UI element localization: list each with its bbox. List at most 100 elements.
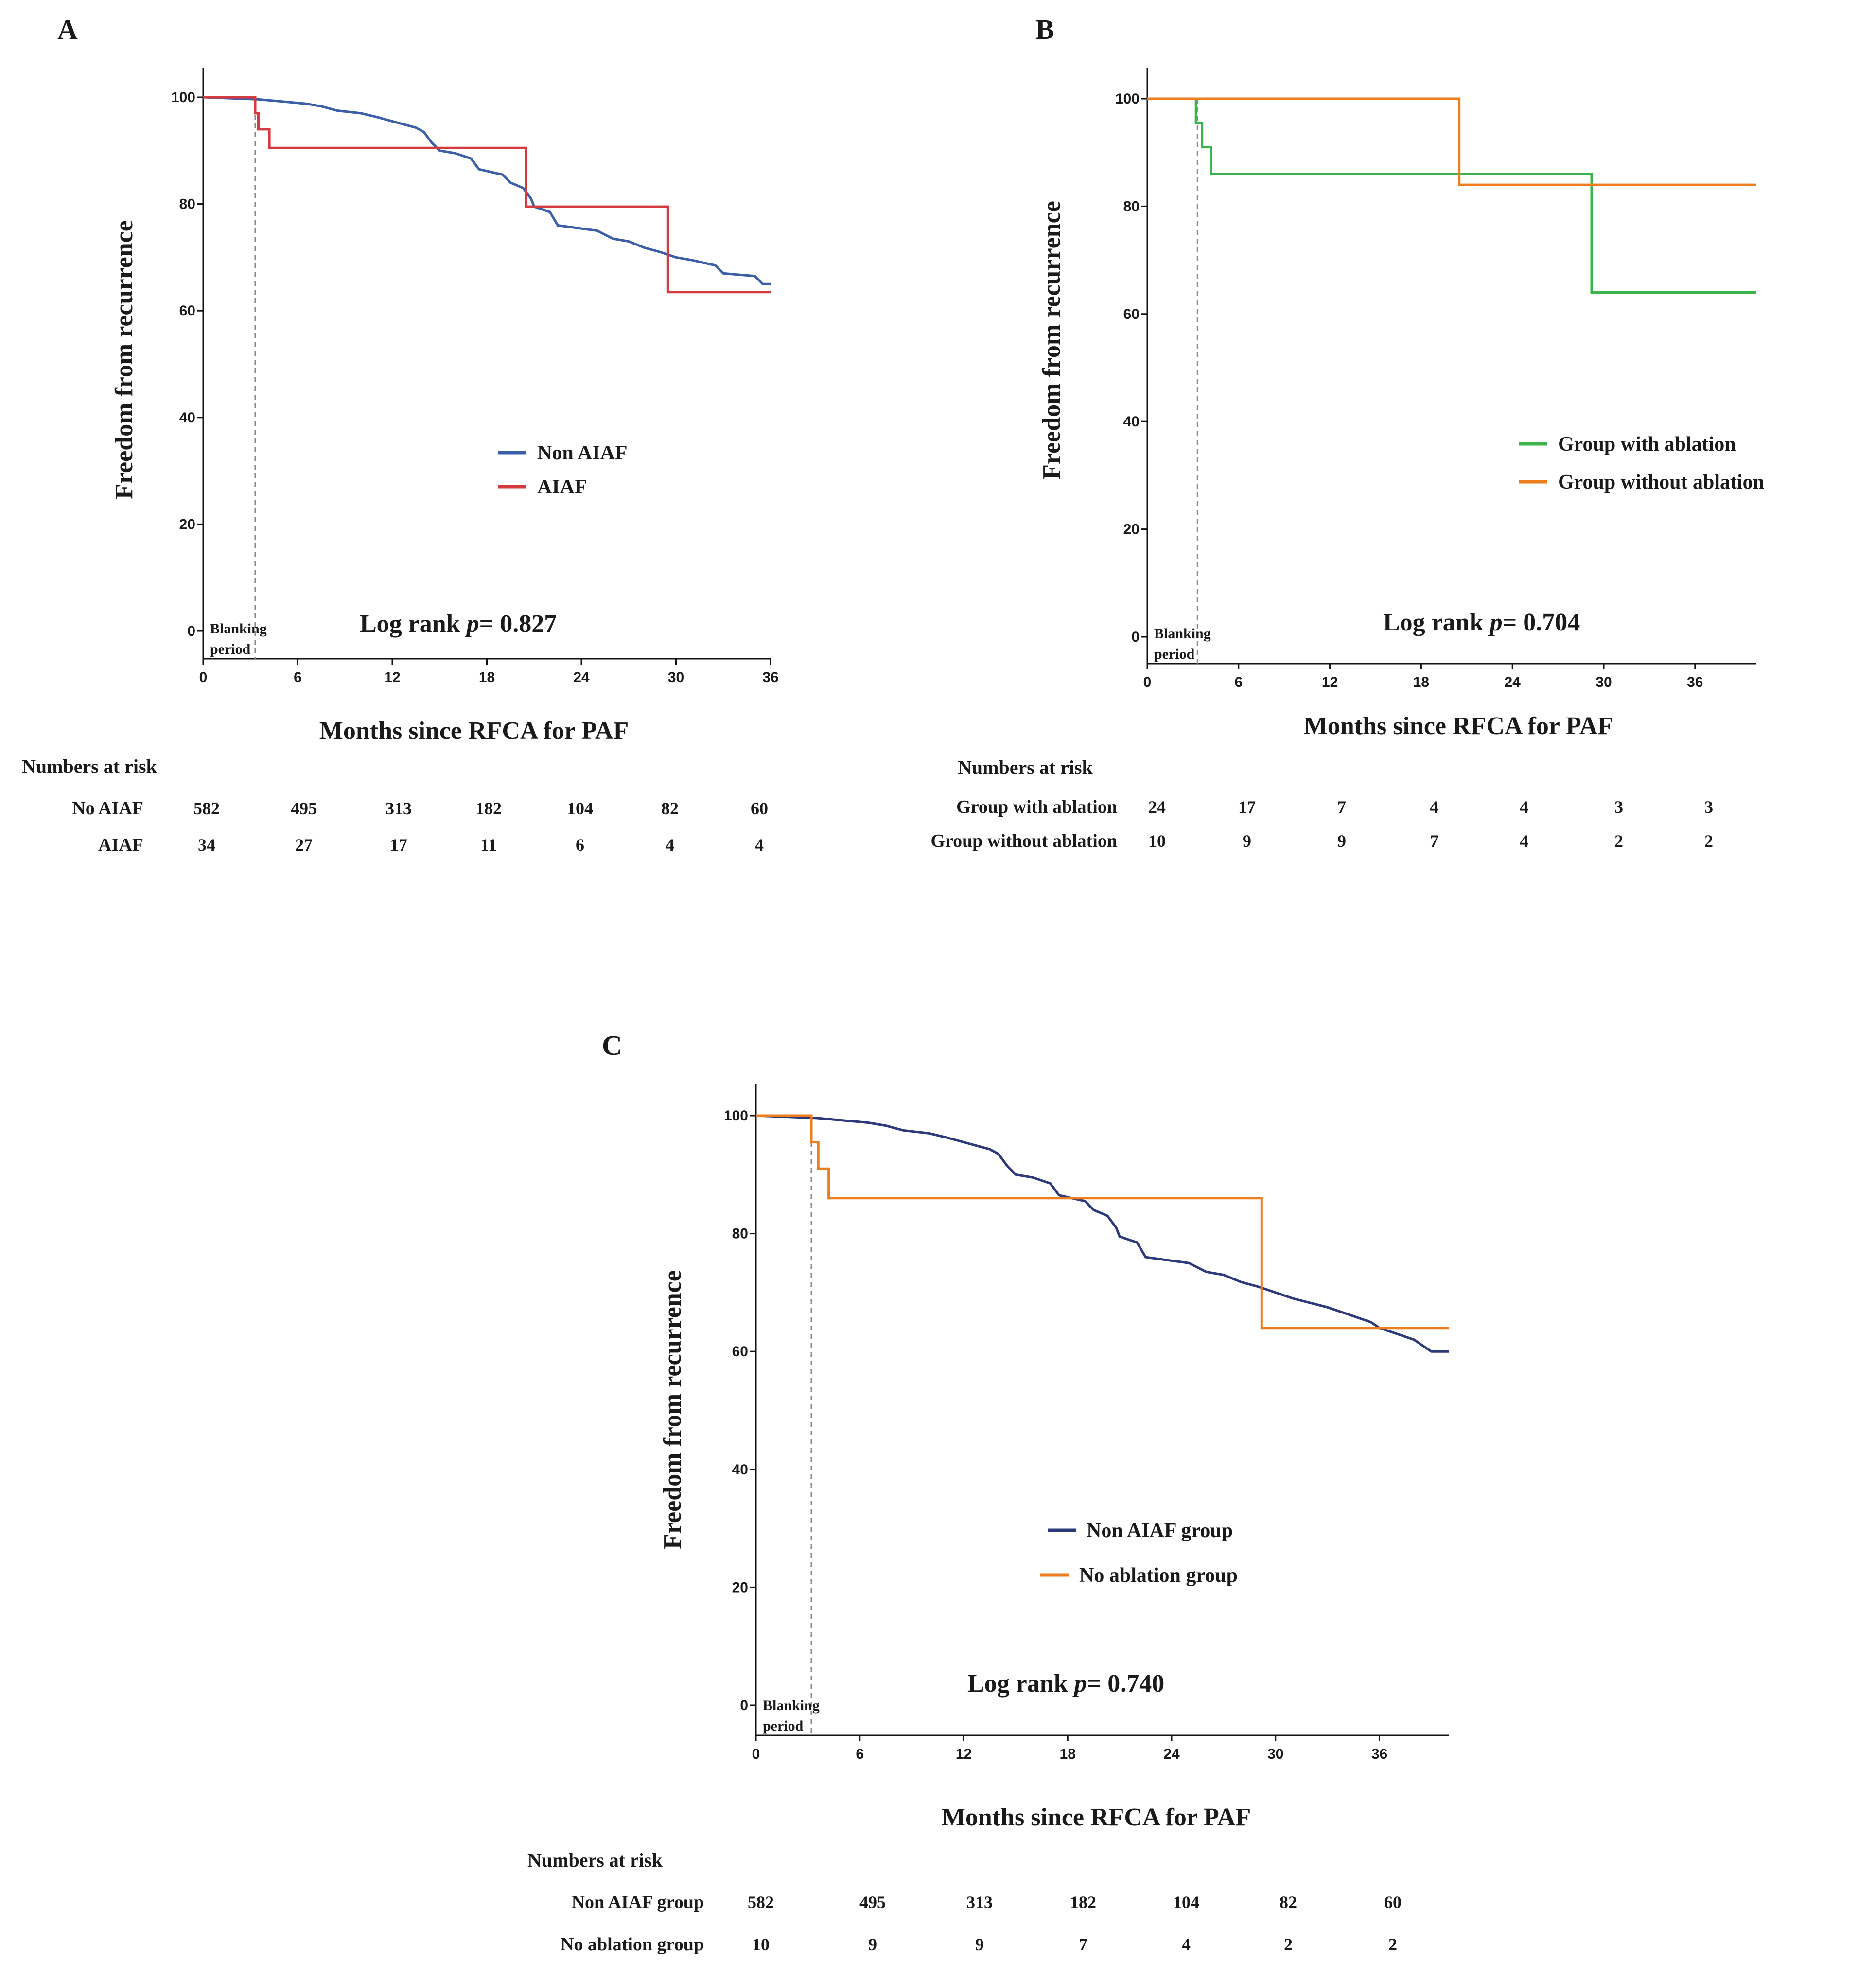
x-tick-label-b: 6 xyxy=(1234,674,1243,690)
risk-table-title-a: Numbers at risk xyxy=(22,755,158,777)
risk-value-b: 24 xyxy=(1148,797,1166,817)
series-line-a-2 xyxy=(203,96,771,294)
log-rank-prefix: Log rank xyxy=(360,610,467,638)
risk-value-b: 2 xyxy=(1614,831,1623,851)
blanking-label-b: Blanking xyxy=(1154,626,1211,642)
x-tick-label-c: 30 xyxy=(1267,1746,1283,1762)
x-axis-label-a: Months since RFCA for PAF xyxy=(319,717,629,745)
risk-value-a: 4 xyxy=(755,835,764,855)
risk-value-a: 60 xyxy=(751,799,768,818)
x-tick-label-b: 30 xyxy=(1595,674,1612,690)
blanking-label-c: Blanking xyxy=(763,1698,820,1714)
risk-value-c: 7 xyxy=(1079,1935,1087,1954)
x-axis-label-b: Months since RFCA for PAF xyxy=(1304,712,1613,740)
risk-value-a: 582 xyxy=(193,799,220,818)
risk-value-b: 9 xyxy=(1337,831,1346,851)
log-rank-p: p xyxy=(1072,1670,1087,1698)
risk-value-c: 2 xyxy=(1284,1935,1293,1954)
risk-value-b: 2 xyxy=(1704,831,1713,851)
y-tick-label-b: 60 xyxy=(1123,306,1140,322)
y-tick-label-a: 80 xyxy=(179,196,195,212)
risk-value-a: 17 xyxy=(390,835,407,855)
blanking-label-a: Blanking xyxy=(210,621,267,637)
risk-value-a: 11 xyxy=(480,835,497,855)
risk-value-a: 27 xyxy=(295,835,313,855)
risk-value-a: 34 xyxy=(198,835,215,855)
risk-value-a: 82 xyxy=(661,799,679,818)
y-tick-label-b: 80 xyxy=(1123,198,1140,214)
risk-table-title-c: Numbers at risk xyxy=(527,1849,663,1871)
panel-letter-c: C xyxy=(602,1030,622,1061)
blanking-label-c: period xyxy=(763,1718,804,1734)
blanking-label-a: period xyxy=(210,641,251,657)
panel-letter-b: B xyxy=(1035,14,1054,45)
series-line-c-1 xyxy=(755,1114,1449,1353)
y-tick-label-c: 100 xyxy=(724,1108,748,1124)
risk-value-a: 104 xyxy=(567,799,593,818)
log-rank-prefix: Log rank xyxy=(967,1670,1074,1698)
risk-value-c: 182 xyxy=(1070,1892,1096,1912)
x-axis-label-c: Months since RFCA for PAF xyxy=(942,1803,1251,1831)
log-rank-value: = 0.704 xyxy=(1503,609,1580,636)
panel-letter-a: A xyxy=(57,14,78,45)
y-tick-label-b: 20 xyxy=(1123,522,1140,538)
y-tick-label-a: 40 xyxy=(179,410,195,426)
risk-table-title-b: Numbers at risk xyxy=(958,756,1093,778)
risk-value-b: 7 xyxy=(1337,797,1346,817)
legend-label-b: Group without ablation xyxy=(1558,471,1764,493)
risk-value-c: 104 xyxy=(1173,1892,1199,1912)
legend-label-c: Non AIAF group xyxy=(1087,1520,1233,1542)
log-rank-annotation-b: Log rank p= 0.704 xyxy=(1383,609,1580,636)
y-tick-label-a: 0 xyxy=(187,623,195,639)
risk-value-b: 7 xyxy=(1430,831,1438,851)
x-tick-label-c: 12 xyxy=(956,1746,972,1762)
risk-value-b: 10 xyxy=(1148,831,1166,851)
log-rank-p: p xyxy=(465,610,479,638)
x-tick-label-c: 24 xyxy=(1163,1746,1180,1762)
log-rank-annotation-c: Log rank p= 0.740 xyxy=(967,1670,1164,1698)
x-tick-label-b: 24 xyxy=(1505,674,1521,690)
legend-label-b: Group with ablation xyxy=(1558,433,1736,455)
y-tick-label-c: 40 xyxy=(732,1462,748,1478)
risk-value-b: 3 xyxy=(1704,797,1713,817)
risk-value-a: 4 xyxy=(666,835,674,855)
risk-value-b: 17 xyxy=(1238,797,1256,817)
legend-label-a: AIAF xyxy=(537,476,587,498)
risk-value-c: 4 xyxy=(1182,1935,1191,1954)
x-tick-label-c: 6 xyxy=(856,1746,864,1762)
risk-value-a: 182 xyxy=(475,799,502,818)
risk-row-label-a: No AIAF xyxy=(72,798,143,819)
log-rank-value: = 0.827 xyxy=(479,610,557,638)
risk-value-c: 82 xyxy=(1280,1892,1297,1912)
log-rank-prefix: Log rank xyxy=(1383,609,1490,636)
risk-value-c: 60 xyxy=(1384,1892,1402,1912)
y-tick-label-b: 100 xyxy=(1115,91,1140,107)
x-tick-label-c: 36 xyxy=(1371,1746,1387,1762)
log-rank-value: = 0.740 xyxy=(1087,1670,1165,1698)
y-tick-label-c: 20 xyxy=(732,1579,748,1595)
risk-value-c: 9 xyxy=(868,1935,877,1954)
risk-value-b: 4 xyxy=(1430,797,1438,817)
log-rank-annotation-a: Log rank p= 0.827 xyxy=(360,610,557,638)
x-tick-label-a: 36 xyxy=(762,669,778,685)
risk-value-c: 582 xyxy=(748,1892,774,1912)
y-axis-label-c: Freedom from recurrence xyxy=(659,1270,686,1549)
legend-label-c: No ablation group xyxy=(1079,1564,1238,1587)
risk-value-b: 3 xyxy=(1614,797,1623,817)
x-tick-label-b: 36 xyxy=(1687,674,1703,690)
x-tick-label-a: 18 xyxy=(479,669,495,685)
x-tick-label-c: 18 xyxy=(1060,1746,1076,1762)
x-tick-label-a: 12 xyxy=(384,669,400,685)
y-tick-label-c: 60 xyxy=(732,1344,748,1360)
legend-label-a: Non AIAF xyxy=(537,442,628,464)
x-tick-label-a: 24 xyxy=(573,669,590,685)
x-tick-label-b: 0 xyxy=(1143,674,1152,690)
risk-row-label-c: Non AIAF group xyxy=(572,1892,704,1912)
blanking-label-b: period xyxy=(1154,646,1195,662)
risk-value-c: 9 xyxy=(975,1935,984,1954)
y-axis-label-b: Freedom from recurrence xyxy=(1038,201,1066,480)
